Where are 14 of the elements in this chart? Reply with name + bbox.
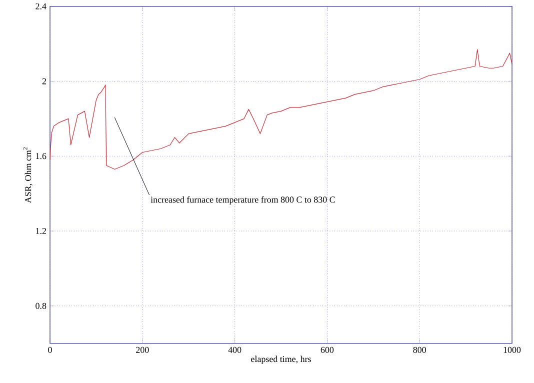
x-tick-label: 200 bbox=[136, 346, 149, 353]
y-tick-label: 2.4 bbox=[36, 3, 46, 10]
annotation: increased furnace temperature from 800 C to 830 C bbox=[150, 196, 335, 204]
y-tick-label: 1.6 bbox=[36, 152, 46, 159]
x-axis-title: elapsed time, hrs bbox=[251, 356, 311, 364]
x-tick-label: 0 bbox=[48, 346, 52, 353]
x-tick-label: 800 bbox=[413, 346, 426, 353]
x-tick-label: 600 bbox=[320, 346, 334, 353]
x-tick-label: 400 bbox=[228, 346, 242, 353]
y-tick-label: 0.8 bbox=[36, 302, 46, 309]
x-tick-label: 1000 bbox=[504, 346, 521, 353]
y-tick-label: 2 bbox=[42, 78, 46, 84]
y-axis-title: ASR, Ohm cm$^{2}$ bbox=[23, 147, 32, 203]
y-tick-label: 1.2 bbox=[36, 228, 46, 234]
